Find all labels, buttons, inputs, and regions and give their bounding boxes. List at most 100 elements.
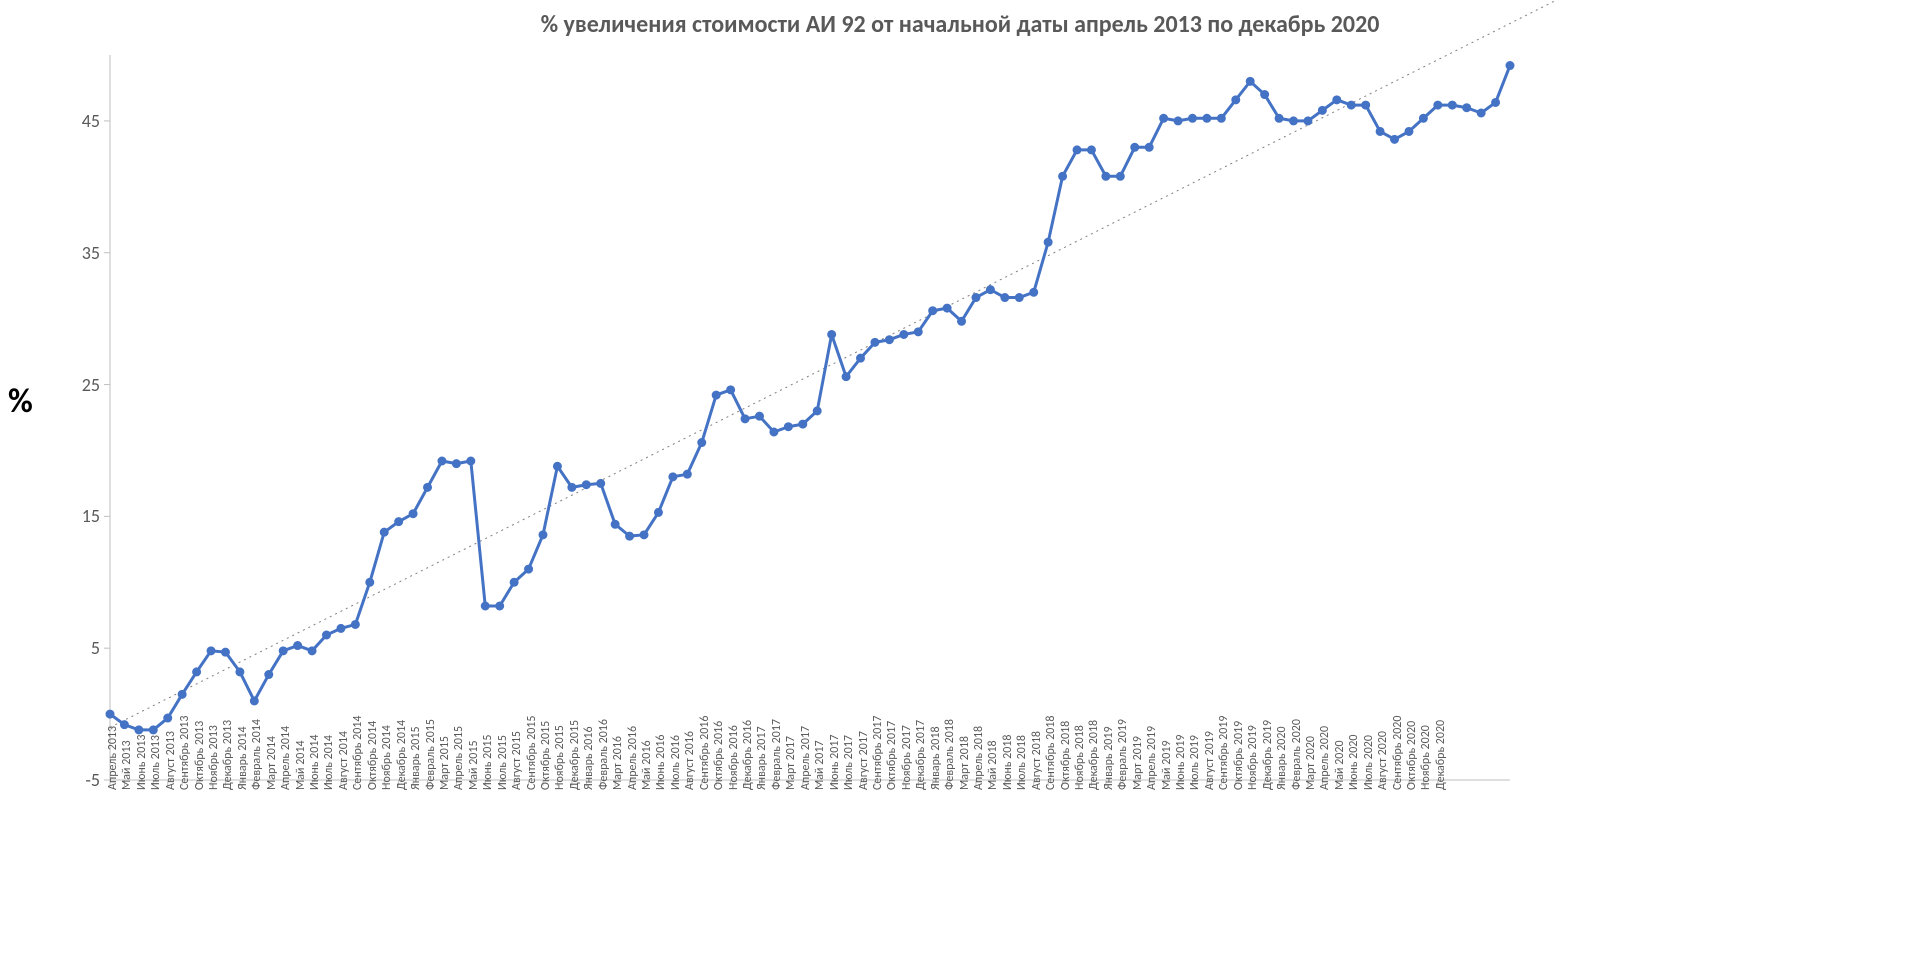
x-tick-label: Май 2013 — [120, 740, 134, 790]
x-tick-label: Март 2014 — [265, 736, 279, 790]
y-tick-label: 5 — [55, 637, 100, 659]
data-marker — [755, 412, 763, 420]
data-marker — [294, 642, 302, 650]
x-tick-label: Ноябрь 2017 — [900, 725, 914, 790]
data-marker — [1419, 114, 1427, 122]
data-marker — [568, 483, 576, 491]
data-marker — [943, 304, 951, 312]
x-tick-label: Февраль 2016 — [597, 719, 611, 790]
data-marker — [438, 457, 446, 465]
x-tick-label: Сентябрь 2014 — [351, 716, 365, 790]
x-tick-label: Январь 2016 — [582, 726, 596, 790]
data-marker — [1001, 294, 1009, 302]
data-marker — [1477, 109, 1485, 117]
x-tick-label: Ноябрь 2016 — [727, 725, 741, 790]
x-tick-label: Июнь 2013 — [135, 735, 149, 790]
x-tick-label: Июнь 2016 — [654, 735, 668, 790]
data-marker — [380, 528, 388, 536]
x-tick-label: Сентябрь 2013 — [178, 716, 192, 790]
data-marker — [582, 481, 590, 489]
data-marker — [366, 578, 374, 586]
x-tick-label: Сентябрь 2015 — [525, 716, 539, 790]
data-marker — [1160, 114, 1168, 122]
data-marker — [265, 671, 273, 679]
data-marker — [828, 330, 836, 338]
data-marker — [885, 336, 893, 344]
x-tick-label: Март 2015 — [438, 736, 452, 790]
data-marker — [236, 668, 244, 676]
x-tick-label: Октябрь 2019 — [1232, 721, 1246, 790]
x-tick-label: Апрель 2017 — [799, 726, 813, 790]
x-tick-label: Апрель 2016 — [626, 726, 640, 790]
data-marker — [496, 602, 504, 610]
data-marker — [799, 420, 807, 428]
x-tick-label: Октябрь 2020 — [1405, 721, 1419, 790]
x-tick-label: Декабрь 2018 — [1087, 720, 1101, 790]
x-tick-label: Июль 2016 — [669, 735, 683, 790]
x-tick-label: Апрель 2013 — [106, 726, 120, 790]
data-marker — [972, 294, 980, 302]
data-marker — [986, 286, 994, 294]
x-tick-label: Сентябрь 2016 — [698, 716, 712, 790]
data-marker — [1059, 172, 1067, 180]
data-marker — [1044, 238, 1052, 246]
data-marker — [1087, 146, 1095, 154]
data-marker — [1246, 77, 1254, 85]
data-marker — [424, 483, 432, 491]
data-marker — [452, 460, 460, 468]
data-marker — [784, 423, 792, 431]
data-marker — [1145, 143, 1153, 151]
x-tick-label: Январь 2015 — [409, 726, 423, 790]
data-marker — [1448, 101, 1456, 109]
x-tick-label: Июль 2017 — [842, 735, 856, 790]
x-tick-label: Январь 2019 — [1102, 726, 1116, 790]
data-marker — [842, 373, 850, 381]
x-tick-label: Апрель 2020 — [1318, 726, 1332, 790]
x-tick-label: Декабрь 2016 — [741, 720, 755, 790]
x-tick-label: Апрель 2014 — [279, 726, 293, 790]
data-marker — [741, 415, 749, 423]
data-marker — [640, 531, 648, 539]
data-line — [110, 66, 1510, 730]
x-tick-label: Август 2013 — [164, 731, 178, 790]
x-tick-label: Август 2020 — [1376, 731, 1390, 790]
x-tick-label: Ноябрь 2015 — [553, 725, 567, 790]
x-tick-label: Апрель 2019 — [1145, 726, 1159, 790]
x-tick-label: Август 2017 — [857, 731, 871, 790]
x-tick-label: Июнь 2020 — [1347, 735, 1361, 790]
x-tick-label: Июль 2019 — [1188, 735, 1202, 790]
x-tick-label: Октябрь 2017 — [885, 721, 899, 790]
data-marker — [1217, 114, 1225, 122]
x-tick-label: Январь 2020 — [1275, 726, 1289, 790]
x-tick-label: Июнь 2015 — [481, 735, 495, 790]
data-marker — [120, 721, 128, 729]
data-marker — [553, 462, 561, 470]
data-marker — [1073, 146, 1081, 154]
data-marker — [611, 520, 619, 528]
data-marker — [164, 714, 172, 722]
data-marker — [1232, 96, 1240, 104]
x-tick-label: Март 2020 — [1304, 736, 1318, 790]
data-marker — [351, 620, 359, 628]
x-tick-label: Август 2016 — [683, 731, 697, 790]
chart-container: % увеличения стоимости АИ 92 от начально… — [0, 0, 1920, 975]
x-tick-label: Февраль 2017 — [770, 719, 784, 790]
data-marker — [1203, 114, 1211, 122]
x-tick-label: Ноябрь 2020 — [1419, 725, 1433, 790]
y-tick-label: 15 — [55, 505, 100, 527]
x-tick-label: Октябрь 2013 — [193, 721, 207, 790]
data-marker — [669, 473, 677, 481]
data-marker — [683, 470, 691, 478]
x-tick-label: Март 2019 — [1131, 736, 1145, 790]
data-marker — [1391, 135, 1399, 143]
data-marker — [193, 668, 201, 676]
x-tick-label: Август 2015 — [510, 731, 524, 790]
chart-svg — [0, 0, 1920, 975]
x-tick-label: Январь 2014 — [236, 726, 250, 790]
data-marker — [207, 647, 215, 655]
data-marker — [250, 697, 258, 705]
x-tick-label: Сентябрь 2017 — [871, 716, 885, 790]
data-marker — [308, 647, 316, 655]
x-tick-label: Октябрь 2018 — [1059, 721, 1073, 790]
data-marker — [1333, 96, 1341, 104]
